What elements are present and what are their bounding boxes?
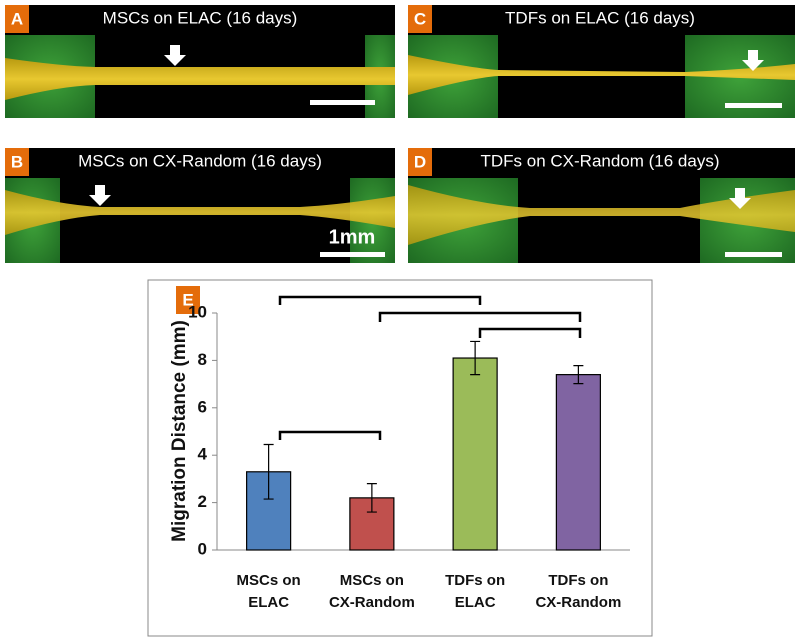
- bracket: [478, 327, 582, 338]
- panel-d: D TDFs on CX-Random (16 days): [408, 148, 795, 263]
- x-tick-label: TDFs on CX-Random: [535, 572, 621, 611]
- error-bar: [263, 443, 274, 500]
- panel-label-box: [176, 286, 200, 314]
- x-tick-label: MSCs on CX-Random: [329, 572, 415, 611]
- panel-label-box: [408, 5, 432, 33]
- x-tick-label: MSCs on ELAC: [237, 572, 301, 611]
- panel-a: A MSCs on ELAC (16 days): [5, 5, 395, 118]
- y-tick-label: 4: [198, 445, 208, 464]
- bar-chart: E Migration Distance (mm) 0 2 4 6 8 10 MSCs on…: [147, 279, 653, 637]
- fiber-strip: [408, 55, 795, 95]
- panel-label-box: [5, 5, 29, 33]
- arrow: [89, 185, 111, 206]
- panel-title: TDFs on CX-Random (16 days): [480, 151, 719, 170]
- y-axis-title: Migration Distance (mm): [169, 320, 190, 542]
- y-tick-label: 2: [198, 492, 207, 511]
- bracket: [278, 430, 382, 440]
- error-bar: [573, 365, 584, 385]
- arrow: [742, 50, 764, 71]
- significance-brackets: [278, 295, 582, 440]
- bracket: [378, 311, 582, 322]
- bracket: [278, 295, 482, 305]
- fiber-strip: [408, 185, 795, 245]
- y-tick-label: 8: [198, 350, 207, 369]
- panel-title: TDFs on ELAC (16 days): [505, 8, 695, 27]
- error-bar: [366, 483, 377, 513]
- scale-bar: [310, 100, 375, 105]
- scale-bar-label: 1mm: [329, 226, 376, 248]
- scale-bar: [320, 252, 385, 257]
- arrow: [729, 188, 751, 209]
- panel-label-box: [408, 148, 432, 176]
- panel-label-box: [5, 148, 29, 176]
- x-tick-label: TDFs on ELAC: [445, 572, 505, 611]
- y-tick-label: 6: [198, 397, 207, 416]
- panel-label: D: [414, 152, 426, 171]
- error-bar: [470, 340, 481, 376]
- arrow: [164, 45, 186, 66]
- fiber-strip: [5, 58, 395, 100]
- panel-b: 1mm B MSCs on CX-Random (16 days): [5, 148, 395, 263]
- panel-c: C TDFs on ELAC (16 days): [408, 5, 795, 118]
- y-tick-label: 10: [188, 302, 207, 321]
- panel-title: MSCs on CX-Random (16 days): [78, 151, 322, 170]
- panel-label: B: [11, 152, 23, 171]
- bar: [452, 357, 498, 551]
- panel-label: C: [414, 9, 426, 28]
- y-tick-label: 0: [198, 539, 207, 558]
- scale-bar: [725, 252, 782, 257]
- panel-title: MSCs on ELAC (16 days): [103, 8, 298, 27]
- scale-bar: [725, 103, 782, 108]
- fiber-strip: [5, 190, 395, 235]
- panel-label: E: [182, 290, 193, 309]
- bar: [555, 374, 601, 551]
- panel-label: A: [11, 9, 23, 28]
